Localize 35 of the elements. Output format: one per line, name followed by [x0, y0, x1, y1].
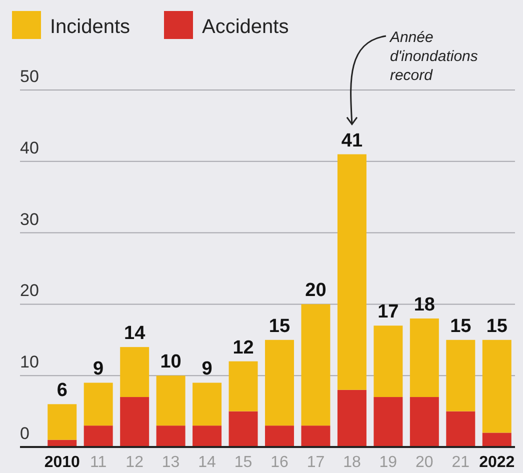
total-label: 9 [202, 358, 212, 380]
x-tick-label: 16 [270, 454, 288, 471]
x-tick-label: 19 [379, 454, 398, 471]
y-tick-label: 10 [20, 352, 39, 372]
total-label: 15 [486, 316, 508, 337]
total-label: 41 [341, 130, 363, 152]
x-tick-label: 15 [234, 454, 252, 471]
total-label: 10 [160, 352, 182, 373]
x-tick-label: 18 [343, 454, 361, 471]
y-tick-label: 50 [20, 67, 39, 86]
total-label: 20 [305, 280, 326, 302]
x-tick-label: 21 [452, 454, 470, 471]
y-tick-label: 0 [20, 424, 30, 443]
total-label: 12 [232, 337, 254, 358]
text: Année d'inondations record [388, 29, 478, 84]
x-tick-label: 13 [162, 454, 180, 471]
total-label: 14 [124, 323, 146, 344]
total-label: 6 [56, 380, 68, 402]
x-tick-label: 20 [416, 454, 434, 471]
x-tick-label: 2010 [44, 454, 80, 471]
x-tick-label: 2022 [479, 454, 515, 471]
total-label: 18 [414, 294, 435, 316]
total-label: 9 [93, 358, 104, 380]
total-label: 15 [450, 316, 472, 337]
x-tick-label: 11 [90, 454, 107, 471]
x-tick-label: 12 [126, 454, 144, 471]
total-label: 15 [268, 316, 290, 337]
y-tick-label: 40 [20, 138, 39, 158]
x-tick-label: 17 [306, 454, 325, 471]
y-tick-label: 30 [20, 210, 39, 229]
total-label: 17 [378, 302, 399, 323]
y-tick-label: 20 [20, 281, 39, 300]
x-tick-label: 14 [198, 454, 216, 471]
legend-label: Accidents [202, 16, 289, 38]
legend-label: Incidents [50, 16, 130, 38]
